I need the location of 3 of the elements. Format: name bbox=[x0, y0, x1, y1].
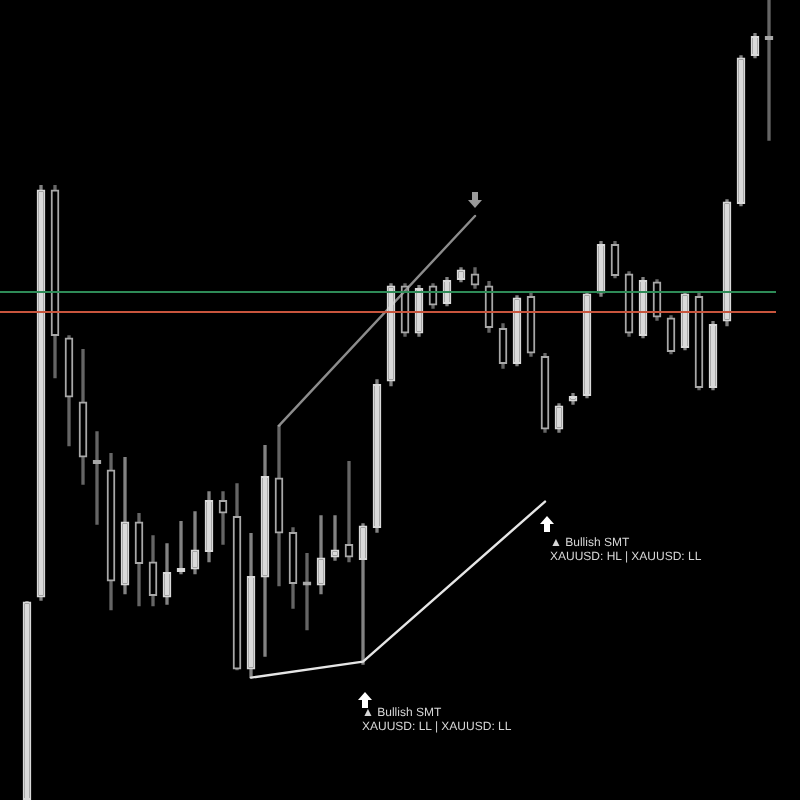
candlestick bbox=[92, 431, 102, 525]
candlestick bbox=[764, 0, 774, 141]
candlestick bbox=[176, 520, 186, 575]
